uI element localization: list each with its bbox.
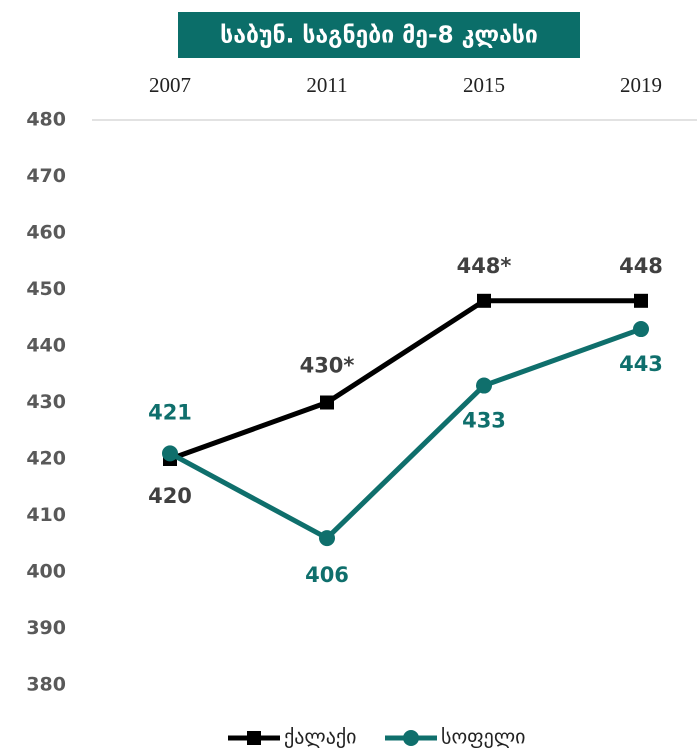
legend-marker xyxy=(403,730,419,746)
y-tick-label: 470 xyxy=(26,165,66,187)
value-label: 433 xyxy=(462,409,506,433)
y-tick-label: 390 xyxy=(26,617,66,639)
legend-label: სოფელი xyxy=(441,725,525,749)
y-tick-label: 380 xyxy=(26,674,66,696)
x-tick-label: 2019 xyxy=(620,73,662,97)
marker xyxy=(320,395,334,410)
x-tick-label: 2007 xyxy=(149,73,191,97)
marker xyxy=(319,530,335,547)
marker xyxy=(634,293,648,308)
series-line xyxy=(168,326,642,541)
legend-label: ქალაქი xyxy=(284,725,356,749)
value-label: 448* xyxy=(457,254,512,278)
marker xyxy=(162,445,178,462)
value-label: 420 xyxy=(148,484,192,508)
y-tick-label: 440 xyxy=(26,335,66,357)
marker xyxy=(476,377,492,394)
marker xyxy=(633,321,649,338)
value-label: 448 xyxy=(619,254,663,278)
x-tick-label: 2011 xyxy=(306,73,347,97)
y-tick-label: 480 xyxy=(26,109,66,131)
marker xyxy=(477,293,491,308)
series-line xyxy=(169,298,641,462)
y-tick-label: 400 xyxy=(26,561,66,583)
y-tick-label: 430 xyxy=(26,391,66,413)
legend-marker xyxy=(247,731,261,745)
y-tick-label: 410 xyxy=(26,504,66,526)
value-label: 406 xyxy=(305,563,349,587)
y-tick-label: 460 xyxy=(26,222,66,244)
value-label: 430* xyxy=(300,354,355,378)
x-tick-label: 2015 xyxy=(463,73,505,97)
value-label: 421 xyxy=(148,400,192,424)
chart-title: საბუნ. საგნები მე-8 კლასი xyxy=(220,23,538,49)
y-tick-label: 450 xyxy=(26,278,66,300)
value-label: 443 xyxy=(619,352,663,376)
title-box xyxy=(178,12,580,58)
y-tick-label: 420 xyxy=(26,448,66,470)
